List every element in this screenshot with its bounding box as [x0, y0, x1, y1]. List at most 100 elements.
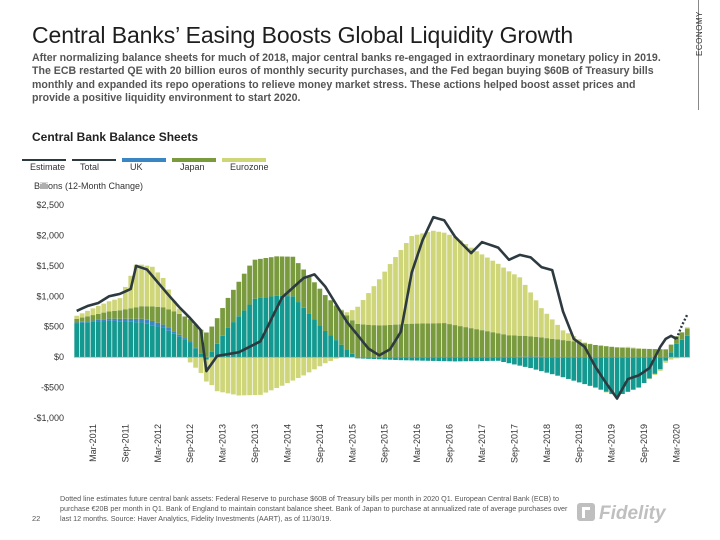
bar-japan: [150, 306, 155, 321]
bar-us: [420, 357, 425, 361]
bar-us: [95, 321, 101, 358]
bar-japan: [258, 258, 263, 298]
bar-japan: [652, 349, 658, 358]
bar-eurozone: [231, 357, 236, 395]
bar-us: [198, 353, 204, 358]
bar-japan: [517, 335, 523, 357]
bar-japan: [328, 300, 334, 336]
bar-japan: [117, 310, 123, 319]
bar-japan: [355, 323, 361, 358]
bar-us: [490, 357, 496, 361]
bar-us: [290, 296, 296, 358]
bar-eurozone: [371, 286, 377, 326]
bar-uk: [193, 347, 198, 349]
bar-us: [112, 320, 117, 358]
bar-eurozone: [241, 357, 247, 396]
bar-eurozone: [344, 312, 350, 316]
bar-us: [614, 357, 620, 397]
bar-japan: [247, 265, 252, 305]
bar-japan: [85, 316, 90, 322]
bar-us: [549, 357, 555, 375]
logo-wordmark: Fidelity: [599, 503, 667, 524]
bar-eurozone: [166, 289, 171, 310]
bar-us: [155, 326, 161, 358]
bar-japan: [560, 340, 566, 358]
bar-us: [409, 357, 415, 361]
bar-japan: [441, 323, 447, 358]
legend-item-uk: UK: [122, 158, 166, 172]
bar-eurozone: [252, 357, 258, 396]
bar-japan: [241, 273, 247, 311]
bar-eurozone: [603, 391, 609, 393]
x-tick-label: Mar-2012: [153, 424, 163, 463]
bar-uk: [139, 318, 144, 323]
x-tick-label: Mar-2011: [88, 424, 98, 462]
bar-us: [339, 344, 344, 358]
bar-us: [479, 357, 485, 362]
bar-us: [609, 357, 614, 394]
bar-eurozone: [566, 333, 571, 341]
bar-japan: [333, 305, 339, 341]
bar-eurozone: [150, 266, 155, 307]
legend-swatch-total: [72, 159, 116, 161]
bar-japan: [414, 323, 420, 358]
bar-us: [528, 357, 533, 369]
intro-paragraph: After normalizing balance sheets for muc…: [32, 52, 661, 105]
y-tick-label: $2,000: [36, 230, 64, 240]
bar-us: [139, 322, 144, 358]
bar-japan: [403, 323, 409, 358]
bar-us: [495, 357, 501, 361]
bar-uk: [117, 318, 123, 322]
bar-us: [485, 357, 490, 361]
bar-japan: [101, 312, 107, 320]
bar-us: [587, 357, 593, 386]
y-tick-label: $500: [44, 322, 64, 332]
bar-us: [441, 357, 447, 362]
bar-us: [360, 357, 366, 359]
bar-japan: [458, 326, 463, 358]
bar-us: [247, 304, 252, 358]
estimate-line: [675, 314, 689, 340]
bar-eurozone: [160, 278, 166, 308]
bar-us: [231, 322, 236, 358]
bar-eurozone: [387, 264, 393, 325]
bar-eurozone: [279, 357, 285, 386]
bar-eurozone: [668, 357, 674, 360]
bar-japan: [133, 307, 139, 319]
bar-uk: [177, 334, 182, 337]
bar-japan: [463, 327, 469, 358]
bar-eurozone: [85, 310, 90, 317]
bar-eurozone: [506, 271, 512, 336]
bar-eurozone: [112, 299, 117, 311]
bar-us: [144, 323, 150, 358]
bar-us: [447, 357, 452, 362]
legend-label-total: Total: [80, 162, 100, 172]
bar-eurozone: [306, 357, 312, 373]
bar-japan: [144, 306, 150, 320]
bar-uk: [74, 322, 80, 324]
bar-eurozone: [398, 250, 404, 325]
bar-japan: [479, 330, 485, 358]
bar-japan: [636, 348, 642, 358]
bar-eurozone: [360, 300, 366, 325]
bar-japan: [641, 348, 647, 358]
bar-us: [236, 316, 242, 358]
bar-eurozone: [485, 257, 490, 332]
bar-us: [393, 357, 398, 360]
bar-uk: [166, 327, 171, 331]
bar-japan: [425, 323, 431, 358]
bar-uk: [122, 318, 128, 322]
bar-japan: [663, 349, 669, 358]
bar-us: [74, 323, 80, 358]
y-tick-label: -$500: [41, 383, 64, 393]
bar-eurozone: [128, 275, 134, 309]
bar-eurozone: [322, 357, 328, 364]
bar-us: [366, 357, 371, 359]
bar-uk: [155, 322, 161, 327]
bar-japan: [647, 348, 652, 358]
bar-us: [349, 353, 355, 358]
bar-us: [458, 357, 463, 362]
bar-eurozone: [312, 357, 317, 370]
bar-us: [501, 357, 506, 363]
bar-japan: [112, 310, 117, 319]
